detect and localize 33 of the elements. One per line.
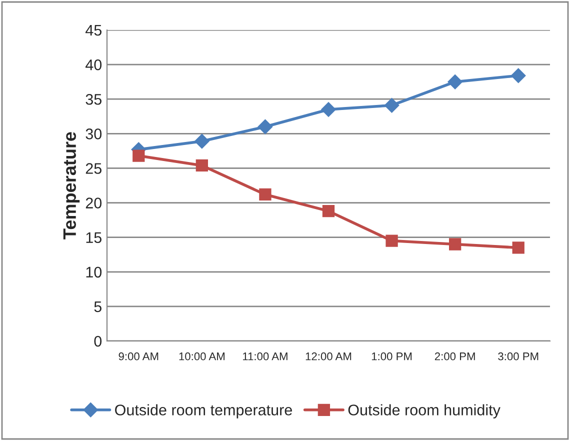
point [258,119,273,134]
y-axis-title: Temperature [63,132,80,240]
point [259,188,272,201]
x-tick-label: 2:00 PM [434,352,475,360]
point [321,102,336,117]
point [448,238,462,250]
point [448,74,462,90]
legend-label: Outside room humidity [348,404,500,418]
point [196,159,208,172]
y-tick-label: 40 [86,59,102,70]
y-tick-label: 45 [86,25,102,36]
point [386,234,398,247]
point [512,242,524,254]
y-tick-label: 0 [94,336,102,347]
x-tick-label: 3:00 PM [498,352,538,360]
point [194,134,210,149]
y-tick-label: 25 [86,163,102,174]
point [510,68,526,84]
y-tick-label: 20 [86,198,102,208]
point [322,204,335,218]
y-tick-label: 30 [86,128,102,140]
x-tick-label: 1:00 PM [372,352,412,360]
x-tick-label: 12:00 AM [306,352,352,360]
point [132,150,145,162]
point [384,98,400,113]
x-tick-label: 11:00 AM [243,352,288,360]
x-tick-label: 9:00 AM [118,352,158,360]
y-tick-label: 5 [94,301,102,312]
x-tick-label: 10:00 AM [179,352,224,360]
y-tick-label: 35 [86,94,102,105]
y-tick-label: 10 [86,266,102,278]
y-tick-label: 15 [86,232,102,244]
legend-label: Outside room temperature [115,404,292,418]
